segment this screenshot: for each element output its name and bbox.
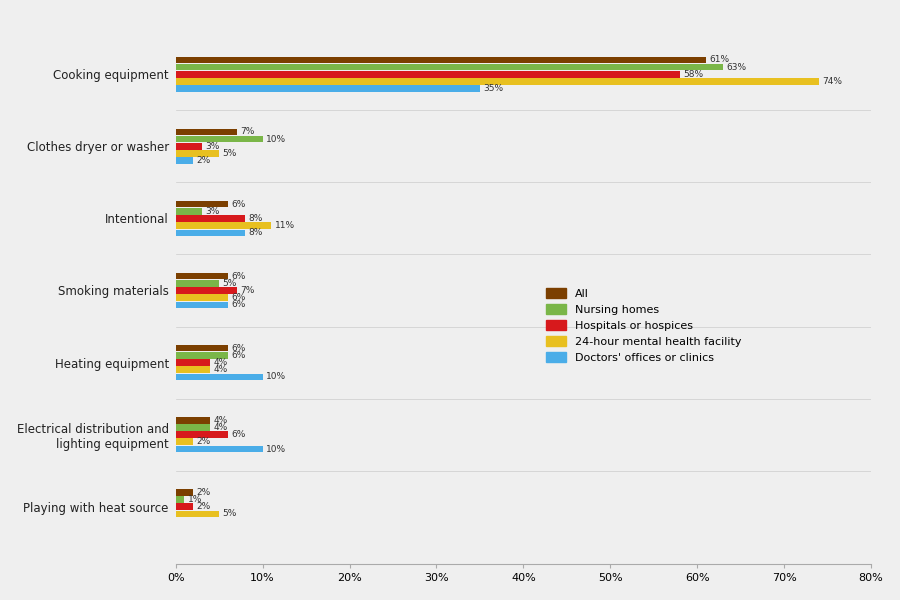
Bar: [176, 446, 263, 452]
Bar: [176, 71, 680, 77]
Text: 58%: 58%: [683, 70, 704, 79]
Text: 8%: 8%: [248, 229, 263, 238]
Bar: [176, 345, 228, 352]
Bar: [176, 503, 194, 510]
Bar: [176, 439, 194, 445]
Bar: [176, 489, 194, 496]
Bar: [176, 64, 724, 70]
Text: 2%: 2%: [196, 156, 211, 165]
Text: 2%: 2%: [196, 502, 211, 511]
Bar: [176, 424, 211, 431]
Bar: [176, 201, 228, 208]
Text: 4%: 4%: [214, 365, 229, 374]
Text: 4%: 4%: [214, 416, 229, 425]
Bar: [176, 374, 263, 380]
Text: 2%: 2%: [196, 488, 211, 497]
Bar: [176, 150, 220, 157]
Bar: [176, 431, 228, 438]
Text: 6%: 6%: [231, 200, 246, 209]
Bar: [176, 157, 194, 164]
Text: 3%: 3%: [205, 142, 220, 151]
Legend: All, Nursing homes, Hospitals or hospices, 24-hour mental health facility, Docto: All, Nursing homes, Hospitals or hospice…: [543, 285, 745, 366]
Text: 4%: 4%: [214, 423, 229, 432]
Bar: [176, 223, 271, 229]
Bar: [176, 287, 237, 294]
Text: 1%: 1%: [188, 495, 202, 504]
Bar: [176, 215, 246, 222]
Text: 11%: 11%: [274, 221, 295, 230]
Text: 6%: 6%: [231, 344, 246, 353]
Bar: [176, 143, 202, 149]
Text: 4%: 4%: [214, 358, 229, 367]
Bar: [176, 359, 211, 366]
Text: 3%: 3%: [205, 207, 220, 216]
Bar: [176, 511, 220, 517]
Text: 10%: 10%: [266, 445, 286, 454]
Text: 5%: 5%: [222, 279, 237, 288]
Bar: [176, 273, 228, 280]
Text: 6%: 6%: [231, 272, 246, 281]
Text: 5%: 5%: [222, 149, 237, 158]
Bar: [176, 352, 228, 359]
Text: 8%: 8%: [248, 214, 263, 223]
Bar: [176, 78, 819, 85]
Text: 61%: 61%: [709, 55, 729, 64]
Text: 5%: 5%: [222, 509, 237, 518]
Text: 6%: 6%: [231, 293, 246, 302]
Bar: [176, 56, 706, 63]
Bar: [176, 496, 184, 503]
Text: 6%: 6%: [231, 351, 246, 360]
Bar: [176, 208, 202, 215]
Text: 6%: 6%: [231, 301, 246, 310]
Text: 10%: 10%: [266, 373, 286, 382]
Text: 6%: 6%: [231, 430, 246, 439]
Bar: [176, 280, 220, 287]
Bar: [176, 136, 263, 142]
Bar: [176, 295, 228, 301]
Text: 7%: 7%: [240, 286, 255, 295]
Bar: [176, 367, 211, 373]
Text: 10%: 10%: [266, 134, 286, 143]
Bar: [176, 128, 237, 135]
Bar: [176, 417, 211, 424]
Bar: [176, 302, 228, 308]
Text: 63%: 63%: [726, 62, 747, 71]
Text: 35%: 35%: [483, 84, 503, 93]
Text: 7%: 7%: [240, 127, 255, 136]
Bar: [176, 85, 480, 92]
Bar: [176, 230, 246, 236]
Text: 74%: 74%: [823, 77, 842, 86]
Text: 2%: 2%: [196, 437, 211, 446]
